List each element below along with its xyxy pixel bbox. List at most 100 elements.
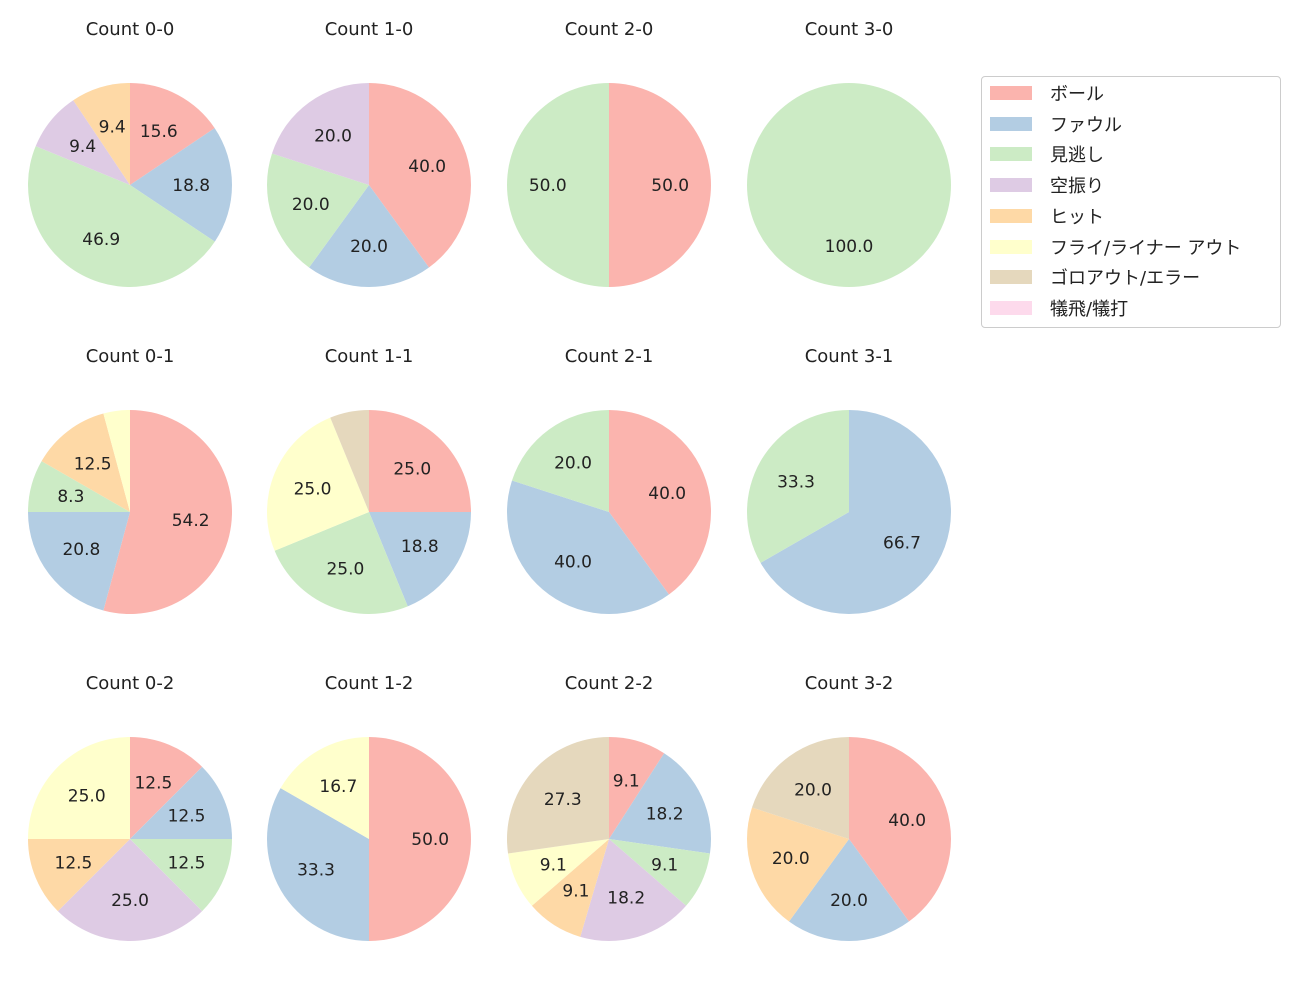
pie-title: Count 1-2 — [325, 673, 414, 694]
pie-count-2-0: Count 2-0 50.0 50.0 — [507, 19, 711, 287]
pie-slice-ファウル — [266, 788, 369, 941]
legend-item: ゴロアウト/エラー — [990, 267, 1200, 289]
slice-label: 15.6 — [140, 122, 178, 142]
pie-slice-ヒット — [27, 839, 131, 912]
pie-count-3-0: Count 3-0 100.0 — [747, 19, 951, 287]
pie-title: Count 0-0 — [86, 19, 175, 40]
slice-label: 9.4 — [69, 137, 96, 157]
pie-slice-見逃し — [511, 410, 609, 512]
pie-count-0-1: Count 0-1 54.2 20.8 8.3 12.5 — [28, 346, 233, 614]
legend-item: ヒット — [990, 206, 1104, 228]
slice-label: 9.1 — [651, 855, 678, 875]
slice-label: 20.0 — [554, 453, 592, 473]
slice-label: 100.0 — [825, 237, 874, 257]
slice-label: 12.5 — [55, 853, 93, 873]
pie-title: Count 3-2 — [805, 673, 894, 694]
pie-count-2-2: Count 2-2 9.1 18.2 9.1 18.2 9.1 9.1 27.3 — [506, 673, 712, 941]
slice-label: 25.0 — [326, 559, 364, 579]
legend-item: 犠飛/犠打 — [990, 298, 1129, 320]
pie-slice-ボール — [609, 410, 712, 595]
slice-label: 33.3 — [777, 472, 815, 492]
pie-count-1-1: Count 1-1 25.0 18.8 25.0 25.0 — [266, 346, 471, 614]
pie-slice-ファウル — [130, 128, 232, 242]
slice-label: 20.0 — [292, 195, 330, 215]
slice-label: 9.1 — [613, 771, 640, 791]
legend-label: 犠飛/犠打 — [1050, 298, 1129, 320]
pie-title: Count 1-1 — [325, 346, 414, 367]
pie-count-2-1: Count 2-1 40.0 40.0 20.0 — [507, 346, 712, 614]
legend-swatch — [990, 239, 1032, 254]
pie-slice-ヒット — [41, 413, 130, 512]
slice-label: 25.0 — [68, 787, 106, 807]
slice-label: 16.7 — [319, 777, 357, 797]
pie-slice-ボール — [130, 83, 215, 185]
legend-label: ファウル — [1050, 114, 1122, 136]
pie-slice-ボール — [369, 83, 472, 268]
legend-swatch — [990, 147, 1032, 162]
pie-slice-見逃し — [267, 153, 369, 268]
pie-count-3-2: Count 3-2 40.0 20.0 20.0 20.0 — [746, 673, 951, 942]
pie-slice-ボール — [103, 410, 233, 614]
legend-item: 空振り — [990, 175, 1104, 197]
pie-title: Count 0-2 — [86, 673, 175, 694]
legend-label: フライ/ライナー アウト — [1050, 237, 1242, 259]
pie-slice-ヒット — [746, 807, 849, 922]
pie-slice-ヒット — [73, 83, 130, 185]
pie-slice-フライ/ライナー アウト — [28, 737, 130, 839]
pie-slice-ゴロアウト/エラー — [751, 737, 849, 839]
slice-label: 40.0 — [648, 484, 686, 504]
slice-label: 54.2 — [172, 511, 210, 531]
slice-label: 18.8 — [172, 176, 210, 196]
pie-slice-フライ/ライナー アウト — [280, 737, 369, 839]
legend-swatch — [990, 300, 1032, 315]
slice-label: 40.0 — [888, 811, 926, 831]
slice-label: 33.3 — [297, 861, 335, 881]
slice-label: 9.1 — [540, 855, 567, 875]
legend-swatch — [990, 86, 1032, 100]
slice-label: 12.5 — [168, 807, 206, 827]
pie-slice-見逃し — [747, 83, 951, 287]
pie-slice-フライ/ライナー アウト — [508, 839, 609, 906]
slice-label: 20.0 — [350, 237, 388, 257]
pie-slice-見逃し — [747, 410, 849, 563]
pie-title: Count 3-0 — [805, 19, 894, 40]
pie-slice-見逃し — [274, 512, 408, 614]
slice-label: 50.0 — [651, 176, 689, 196]
pie-slice-ファウル — [130, 766, 232, 839]
pie-slice-ファウル — [507, 480, 669, 614]
pie-count-1-2: Count 1-2 50.0 33.3 16.7 — [266, 673, 471, 941]
pie-title: Count 0-1 — [86, 346, 175, 367]
legend-label: ボール — [1050, 84, 1104, 105]
slice-label: 18.2 — [607, 889, 645, 909]
slice-label: 12.5 — [74, 455, 112, 475]
legend-swatch — [990, 178, 1032, 193]
pie-title: Count 2-2 — [565, 673, 654, 694]
slice-label: 20.0 — [772, 849, 810, 869]
pie-count-0-2: Count 0-2 12.5 12.5 12.5 25.0 12.5 25.0 — [27, 673, 232, 941]
slice-label: 12.5 — [134, 773, 172, 793]
pie-slice-ボール — [130, 737, 203, 839]
pie-title: Count 2-0 — [565, 19, 654, 40]
slice-label: 66.7 — [883, 534, 921, 554]
pie-slice-ボール — [609, 83, 711, 287]
pie-count-1-0: Count 1-0 40.0 20.0 20.0 20.0 — [267, 19, 472, 287]
pie-slice-ファウル — [309, 185, 429, 287]
slice-label: 25.0 — [393, 460, 431, 480]
slice-label: 18.8 — [401, 537, 439, 557]
pie-slice-ヒット — [531, 839, 609, 937]
pie-slice-見逃し — [507, 83, 609, 287]
legend-item: フライ/ライナー アウト — [990, 237, 1242, 259]
pie-title: Count 2-1 — [565, 346, 654, 367]
pie-slice-見逃し — [28, 461, 130, 512]
pie-title: Count 3-1 — [805, 346, 894, 367]
slice-label: 8.3 — [57, 487, 84, 507]
legend-item: ファウル — [990, 114, 1122, 136]
slice-label: 40.0 — [554, 553, 592, 573]
slice-label: 50.0 — [529, 176, 567, 196]
slice-label: 27.3 — [544, 790, 582, 810]
legend-swatch — [990, 208, 1032, 223]
legend: ボール ファウル 見逃し 空振り ヒット フライ/ライナー アウト ゴロアウト/エラー 犠飛/… — [981, 76, 1281, 328]
legend-swatch — [990, 270, 1032, 285]
